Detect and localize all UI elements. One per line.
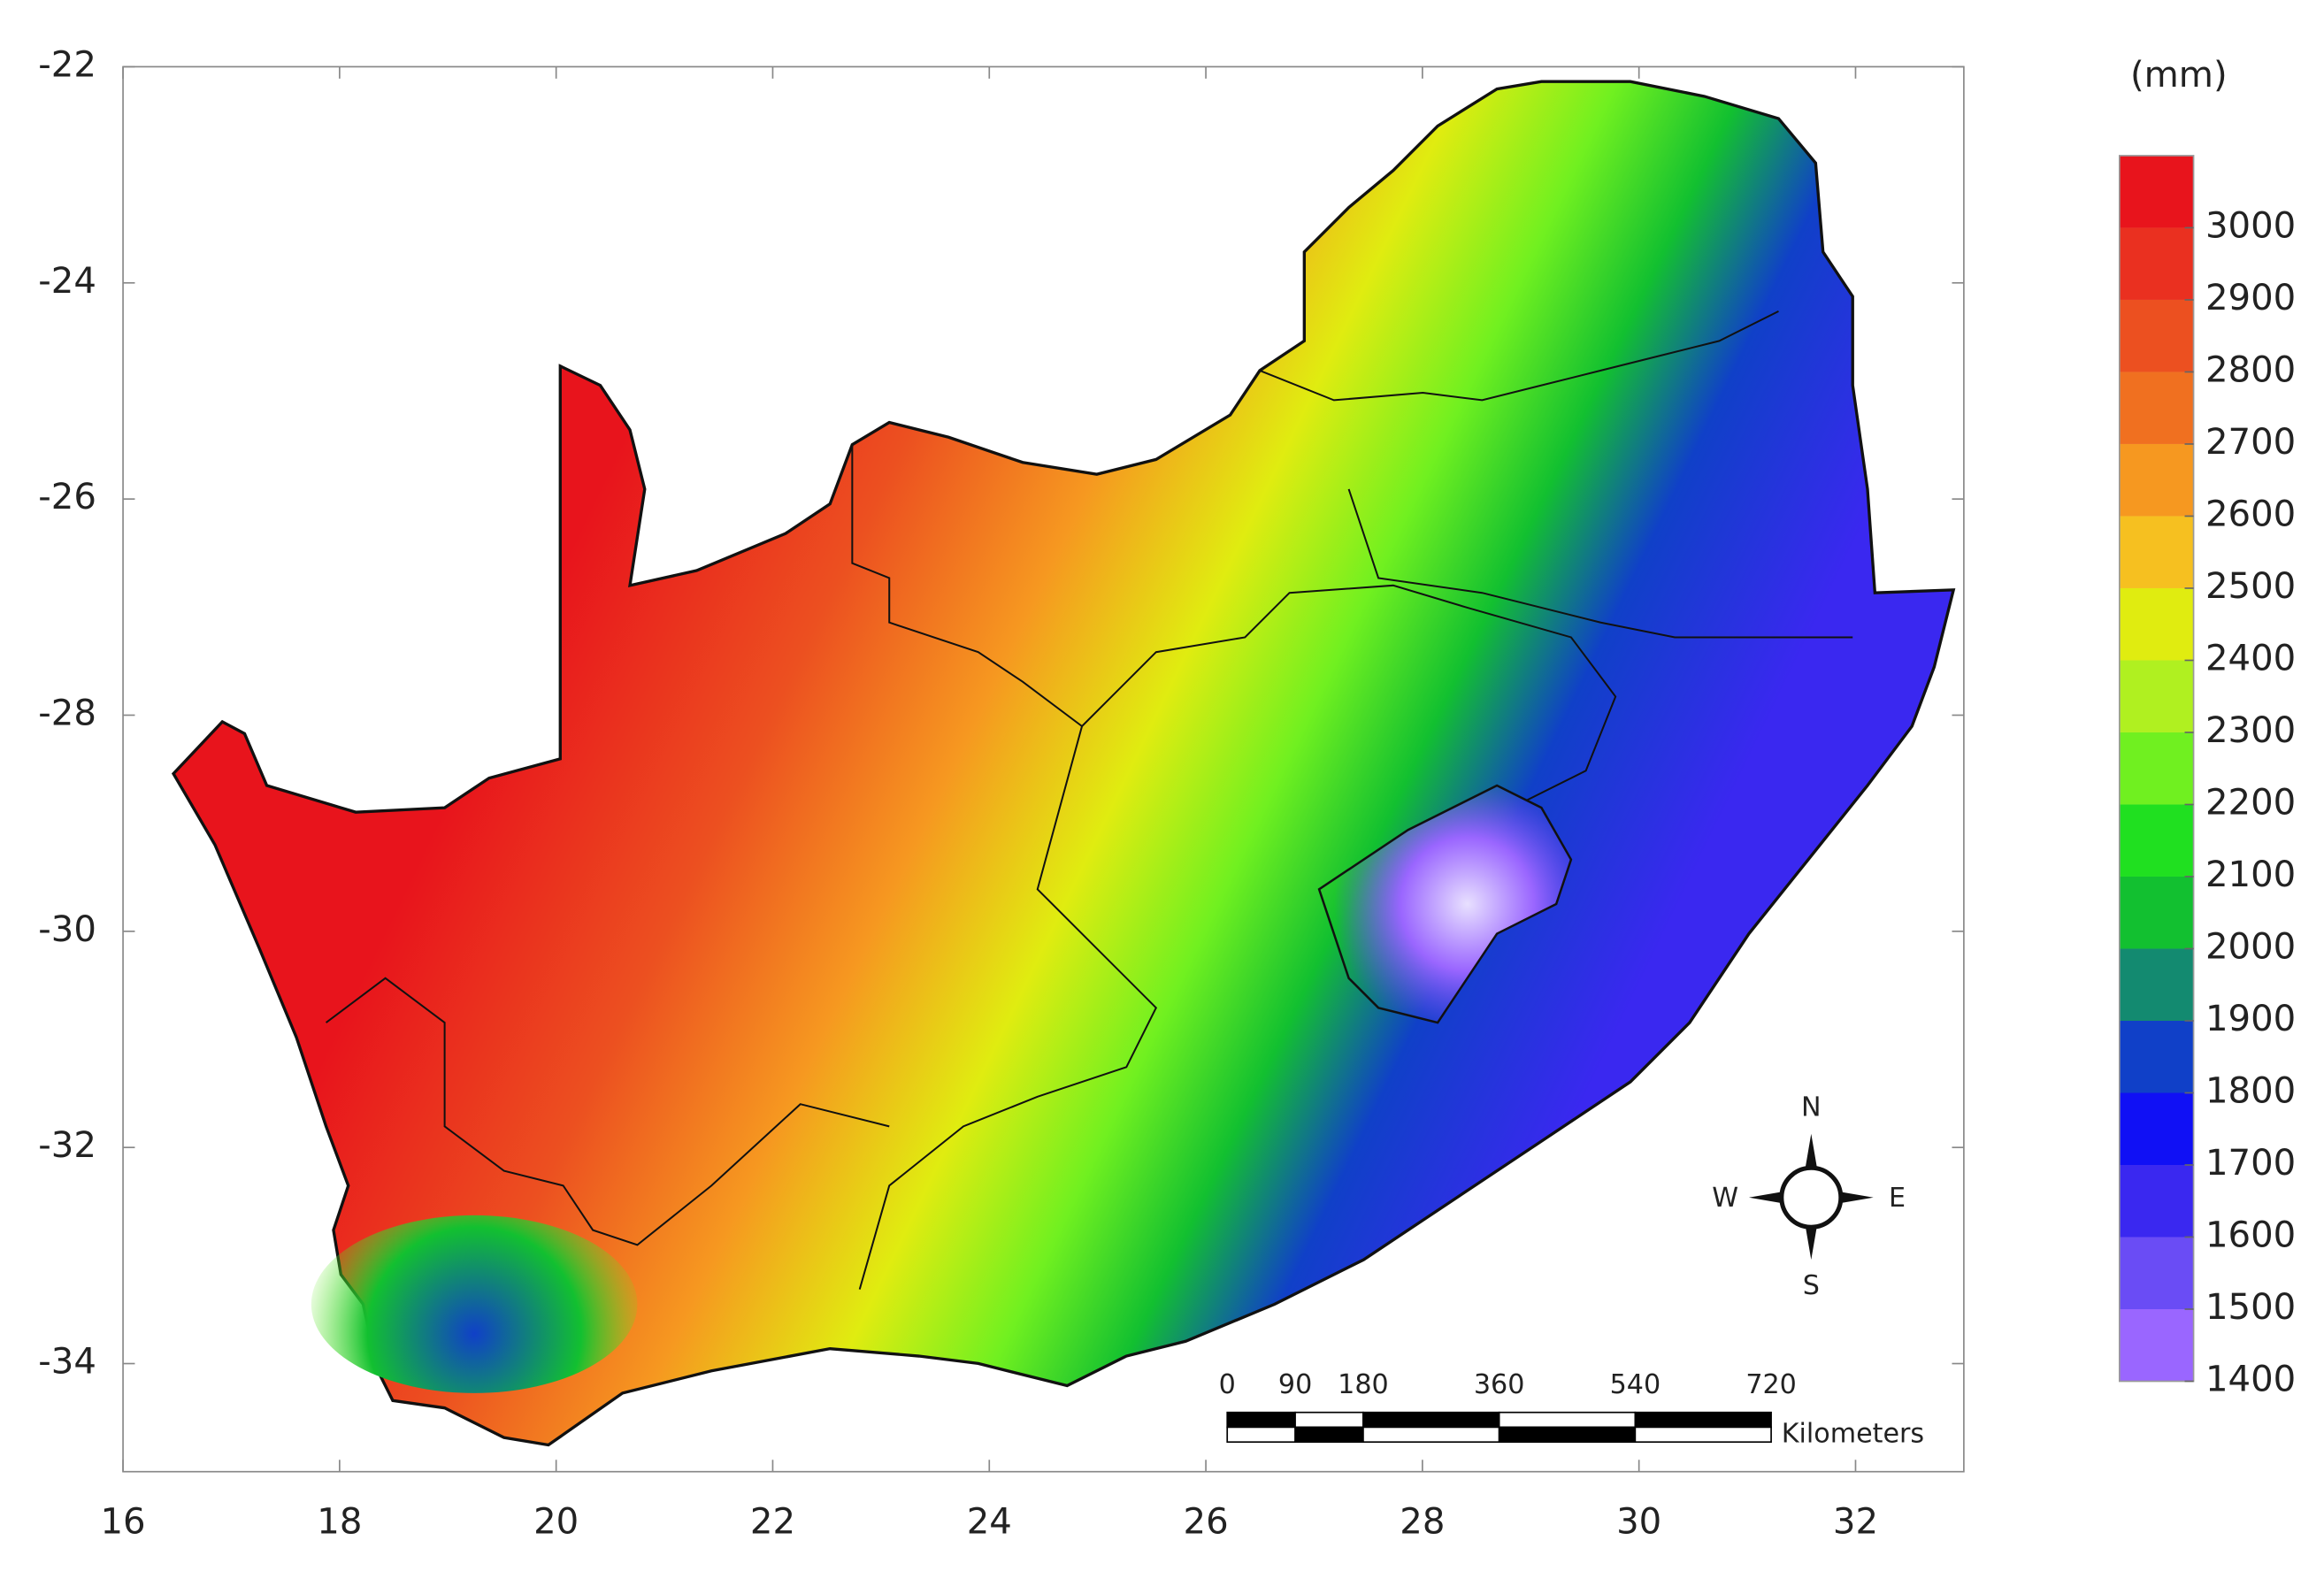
colorbar-band [2119, 1237, 2194, 1310]
colorbar-band [2119, 660, 2194, 732]
x-tick-label: 26 [1184, 1501, 1229, 1542]
compass-west: W [1712, 1183, 1738, 1214]
scale-bar: Kilometers 0 90 180 360 540 720 [1219, 1369, 1925, 1449]
colorbar-tick-label: 1900 [2205, 999, 2296, 1039]
colorbar-band [2119, 1164, 2194, 1238]
colorbar-tick-label: 2600 [2205, 494, 2296, 534]
x-tick-label: 18 [317, 1501, 362, 1542]
colorbar-band [2119, 804, 2194, 877]
colorbar-band [2119, 227, 2194, 300]
colorbar-tick-label: 2400 [2205, 638, 2296, 678]
colorbar-band [2119, 732, 2194, 805]
colorbar-tick-label: 2700 [2205, 422, 2296, 463]
colorbar-tick-label: 2500 [2205, 566, 2296, 607]
y-tick-label: -32 [38, 1125, 96, 1166]
scale-label: 540 [1610, 1369, 1661, 1400]
province-border [325, 977, 890, 1246]
colorbar-band [2119, 876, 2194, 949]
scale-segment [1226, 1411, 1296, 1429]
compass-east: E [1889, 1183, 1906, 1214]
compass-north: N [1801, 1092, 1822, 1123]
colorbar-band [2119, 516, 2194, 588]
province-border [1347, 488, 1853, 639]
y-tick-label: -22 [38, 44, 96, 85]
colorbar-band [2119, 372, 2194, 444]
compass: N E S W [1712, 1092, 1906, 1301]
lesotho [1317, 784, 1573, 1024]
scale-segment [1362, 1411, 1500, 1429]
colorbar-label: (mm) [2130, 55, 2228, 96]
scale-label: 0 [1219, 1369, 1236, 1400]
scale-segment [1498, 1411, 1637, 1429]
x-tick-label: 24 [967, 1501, 1012, 1542]
province-border [851, 444, 1158, 1290]
colorbar-tick-label: 2900 [2205, 278, 2296, 318]
colorbar-band [2119, 299, 2194, 372]
country [171, 80, 1956, 1447]
x-tick-label: 28 [1400, 1501, 1445, 1542]
y-tick-label: -30 [38, 909, 96, 950]
cape-region [311, 1215, 638, 1393]
colorbar-tick-label: 1600 [2205, 1215, 2296, 1255]
colorbar-tick-label: 2200 [2205, 782, 2296, 823]
colorbar-band [2119, 1309, 2194, 1382]
colorbar-band [2119, 587, 2194, 661]
scale-label: 180 [1338, 1369, 1389, 1400]
scale-segment [1294, 1426, 1364, 1444]
colorbar-band [2119, 948, 2194, 1021]
country-shape [171, 80, 1956, 1447]
scale-segment [1498, 1426, 1637, 1444]
colorbar-frame [2118, 155, 2195, 1383]
compass-south: S [1803, 1270, 1820, 1301]
colorbar-tick-label: 2300 [2205, 710, 2296, 751]
scale-label: 720 [1745, 1369, 1797, 1400]
scale-segment [1294, 1411, 1364, 1429]
colorbar: (mm) 1400 1500 1600 1700 1800 1900 2000 2100 220… [2118, 55, 2296, 1400]
scale-segment [1226, 1426, 1296, 1444]
colorbar-band [2119, 443, 2194, 517]
scale-segment [1634, 1426, 1772, 1444]
colorbar-tick-label: 1400 [2205, 1360, 2296, 1400]
province-border [1081, 584, 1617, 801]
scale-label: 360 [1474, 1369, 1525, 1400]
province-border [1259, 310, 1779, 402]
scale-label: 90 [1278, 1369, 1312, 1400]
y-tick-label: -24 [38, 261, 96, 302]
y-tick-label: -28 [38, 693, 96, 733]
colorbar-band [2119, 155, 2194, 228]
y-tick-label: -26 [38, 477, 96, 517]
y-tick-label: -34 [38, 1342, 96, 1383]
colorbar-tick-label: 2100 [2205, 854, 2296, 895]
scale-segment [1362, 1426, 1500, 1444]
compass-ring [1779, 1165, 1844, 1230]
scale-segment [1634, 1411, 1772, 1429]
scale-unit: Kilometers [1782, 1418, 1924, 1449]
colorbar-tick-label: 1700 [2205, 1143, 2296, 1184]
colorbar-tick-label: 2000 [2205, 926, 2296, 967]
colorbar-band [2119, 1020, 2194, 1093]
x-tick-label: 22 [750, 1501, 795, 1542]
colorbar-tick-label: 1800 [2205, 1070, 2296, 1111]
colorbar-tick-label: 1500 [2205, 1287, 2296, 1328]
colorbar-band [2119, 1092, 2194, 1165]
colorbar-tick-label: 2800 [2205, 349, 2296, 390]
axis-ticks: 16 18 20 22 24 26 28 30 32 -22 -24 -26 -28 -30 -32 -34 [38, 44, 1964, 1542]
x-tick-label: 32 [1833, 1501, 1878, 1542]
colorbar-tick-label: 3000 [2205, 205, 2296, 246]
x-tick-label: 20 [533, 1501, 579, 1542]
x-tick-label: 30 [1616, 1501, 1661, 1542]
x-tick-label: 16 [100, 1501, 145, 1542]
